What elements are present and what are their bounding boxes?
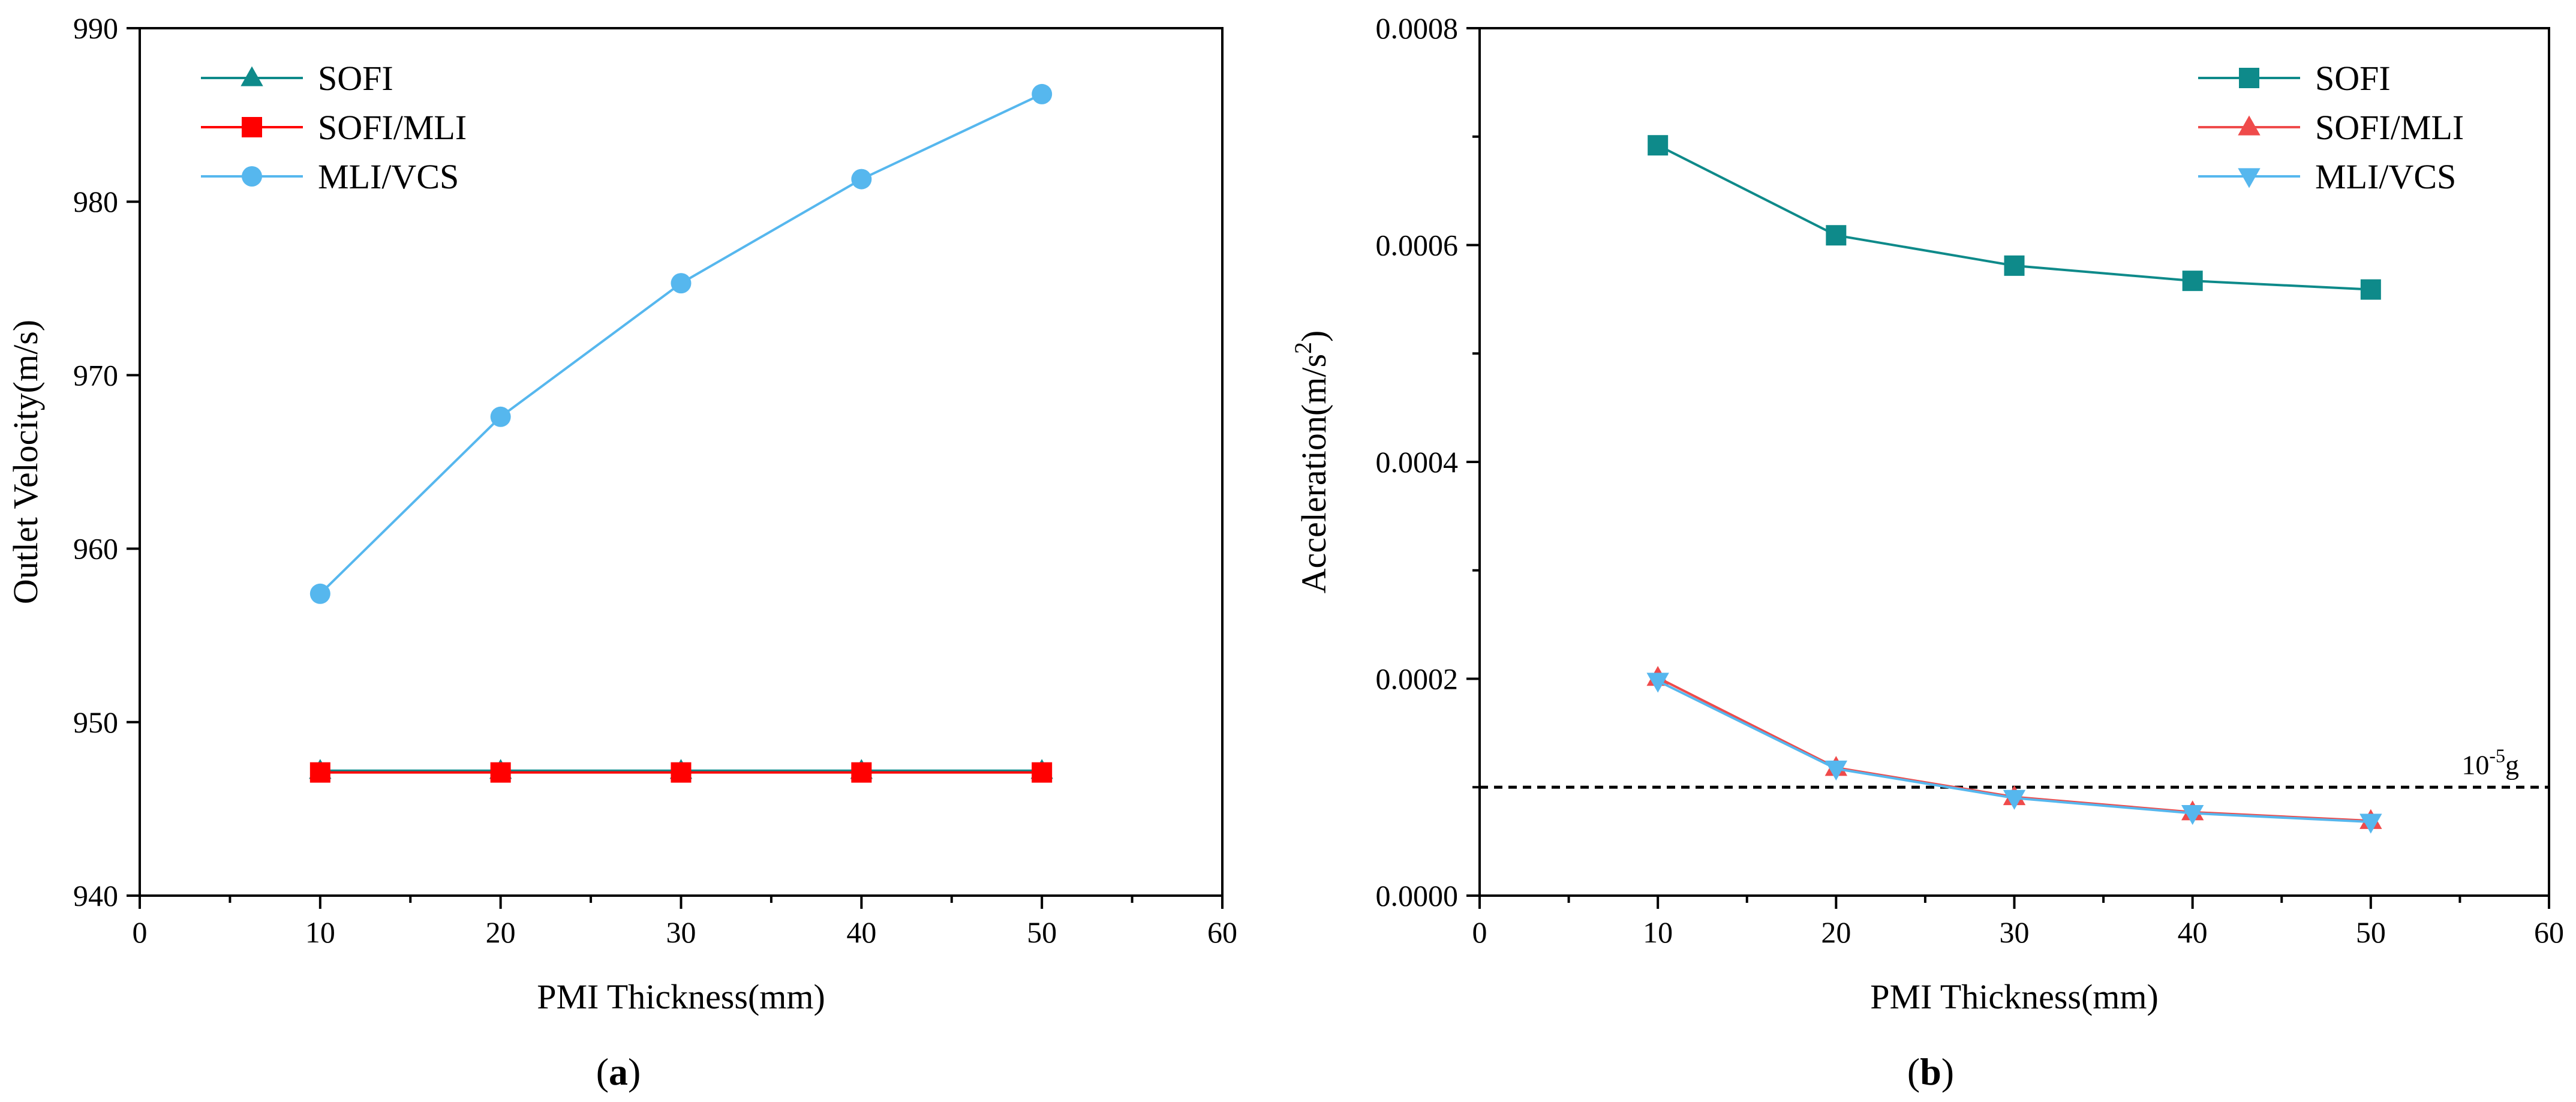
data-point <box>1646 672 1669 693</box>
x-tick-label: 50 <box>2356 915 2386 949</box>
panel-a-caption: (a) <box>596 1050 641 1093</box>
data-point <box>1032 762 1053 783</box>
legend-label: SOFI/MLI <box>318 108 467 147</box>
legend-label: SOFI/MLI <box>2315 108 2464 147</box>
y-axis-label: Acceleration(m/s2) <box>1289 331 1333 594</box>
legend-label: MLI/VCS <box>318 157 459 196</box>
y-tick-label: 980 <box>73 185 118 218</box>
legend-label: SOFI <box>318 59 393 98</box>
y-tick-label: 990 <box>73 11 118 45</box>
legend-label: SOFI <box>2315 59 2391 98</box>
y-axis-label: Outlet Velocity(m/s) <box>6 320 45 604</box>
legend-marker <box>242 166 262 187</box>
y-tick-label: 0.0008 <box>1376 11 1459 45</box>
y-tick-label: 940 <box>73 879 118 912</box>
data-point <box>1826 225 1847 246</box>
x-tick-label: 40 <box>846 915 876 949</box>
y-tick-label: 0.0002 <box>1376 662 1459 696</box>
x-tick-label: 60 <box>1207 915 1237 949</box>
panel-b-chart: 0 10 20 30 40 50 60 0.0000 0.0002 0.0004 0.0006 0.0… <box>1289 11 2564 1016</box>
data-point <box>851 169 872 190</box>
x-tick-label: 50 <box>1027 915 1057 949</box>
data-point <box>2359 813 2382 834</box>
data-point <box>1824 760 1848 781</box>
y-tick-label: 0.0006 <box>1376 229 1459 262</box>
x-tick-label: 60 <box>2534 915 2564 949</box>
legend-label: MLI/VCS <box>2315 157 2456 196</box>
x-axis-label: PMI Thickness(mm) <box>1870 977 2159 1016</box>
panel-a-chart: 0 10 20 30 40 50 60 940 950 960 970 980 990 PMI Thick… <box>6 11 1237 1016</box>
y-tick-label: 0.0000 <box>1376 879 1459 912</box>
data-point <box>2360 279 2381 300</box>
data-point <box>671 762 692 783</box>
legend-marker <box>241 66 263 86</box>
y-tick-label: 950 <box>73 705 118 739</box>
data-point <box>671 273 692 294</box>
x-tick-label: 0 <box>1472 915 1487 949</box>
data-point <box>309 762 330 783</box>
x-tick-label: 0 <box>133 915 148 949</box>
legend-marker <box>242 117 262 137</box>
legend-marker <box>2238 115 2261 136</box>
legend-marker <box>2239 68 2259 88</box>
x-tick-label: 30 <box>666 915 696 949</box>
data-point <box>851 762 872 783</box>
panel-b-caption: (b) <box>1907 1050 1954 1093</box>
x-axis-label: PMI Thickness(mm) <box>537 977 825 1016</box>
data-point <box>1032 83 1053 104</box>
y-tick-label: 0.0004 <box>1376 445 1459 479</box>
x-tick-label: 40 <box>2178 915 2208 949</box>
data-point <box>2182 271 2203 292</box>
y-tick-label: 970 <box>73 358 118 392</box>
x-tick-label: 20 <box>486 915 516 949</box>
x-tick-label: 20 <box>1821 915 1851 949</box>
data-point <box>2004 255 2025 276</box>
reference-line-label: 10-5g <box>2461 744 2519 780</box>
data-point <box>490 406 511 427</box>
data-point <box>2003 789 2026 810</box>
x-tick-label: 10 <box>1643 915 1673 949</box>
x-tick-label: 30 <box>2000 915 2030 949</box>
x-tick-label: 10 <box>305 915 335 949</box>
legend-marker <box>2238 168 2261 188</box>
data-point <box>2181 805 2204 825</box>
data-point <box>309 583 330 604</box>
data-point <box>1648 135 1669 156</box>
y-tick-label: 960 <box>73 532 118 566</box>
data-point <box>490 762 511 783</box>
